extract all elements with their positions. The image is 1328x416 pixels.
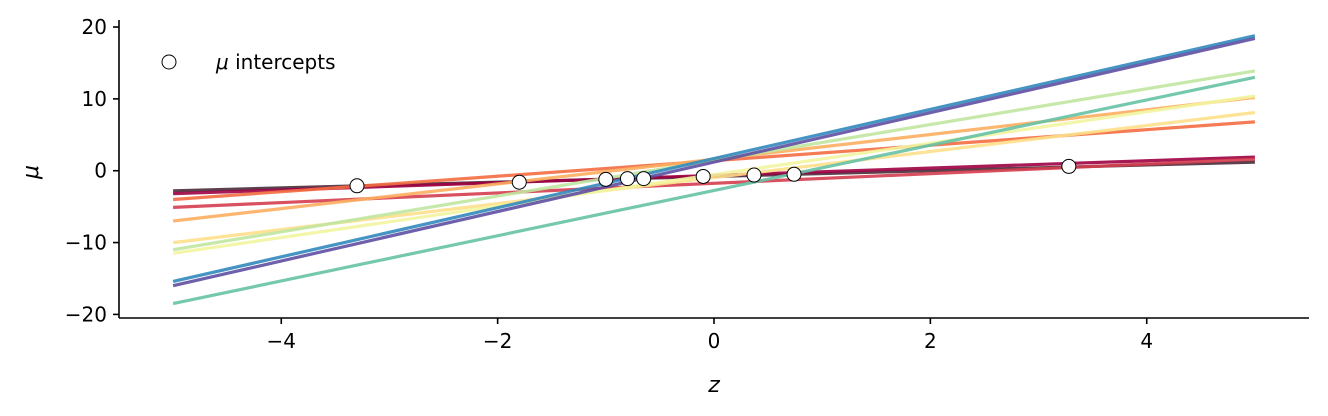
y-tick-label: 0 [94, 159, 107, 183]
x-tick-label: 0 [708, 329, 721, 353]
intercept-point [598, 171, 614, 187]
y-axis-label: μ [19, 165, 44, 180]
series-line-7 [172, 94, 1256, 255]
intercept-point [746, 167, 762, 183]
intercept-point [619, 171, 635, 187]
series-line-11 [172, 36, 1256, 288]
legend: μ intercepts [161, 50, 336, 74]
legend-marker [161, 54, 177, 70]
series-line-8 [172, 69, 1256, 252]
x-tick-label: 2 [924, 329, 937, 353]
intercept-points [349, 158, 1077, 194]
intercept-point [349, 178, 365, 194]
y-tick-label: 10 [82, 87, 107, 111]
series-line-10 [172, 34, 1256, 283]
intercept-point [695, 168, 711, 184]
y-tick-label: −20 [65, 302, 107, 326]
intercept-point [1061, 158, 1077, 174]
intercept-point [786, 166, 802, 182]
legend-label-symbol: μ [215, 50, 229, 74]
series-lines [172, 34, 1256, 306]
intercept-point [511, 174, 527, 190]
y-tick-label: −10 [65, 231, 107, 255]
x-tick-label: −4 [267, 329, 296, 353]
legend-label: μ intercepts [215, 50, 336, 74]
y-tick-label: 20 [82, 15, 107, 39]
x-tick-label: −2 [483, 329, 512, 353]
series-line-9 [172, 75, 1256, 306]
x-axis-label: z [707, 373, 720, 398]
series-line-3 [173, 157, 1255, 209]
x-tick-label: 4 [1140, 329, 1153, 353]
legend-label-text: intercepts [229, 50, 336, 74]
intercept-point [636, 171, 652, 187]
